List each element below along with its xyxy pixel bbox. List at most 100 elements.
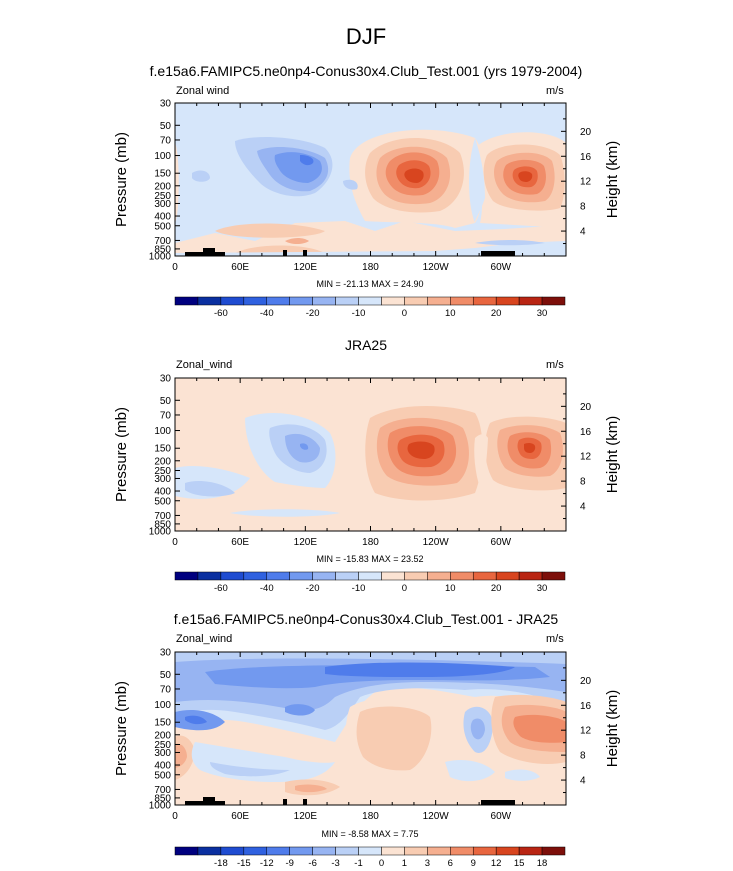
colorbar-swatch: [289, 571, 313, 581]
colorbar-label: -60: [214, 583, 228, 594]
panel-3-field-label: Zonal_wind: [176, 633, 232, 645]
colorbar-label: 15: [514, 858, 525, 869]
y-tick-label: 1000: [149, 527, 172, 538]
height-tick-label: 20: [580, 676, 592, 687]
colorbar-label: -10: [352, 308, 366, 319]
colorbar-label: -20: [306, 583, 320, 594]
colorbar-swatch: [289, 296, 313, 306]
panel-3-colorbar: -18 -15 -12 -9 -6 -3 -1 0 1 3 6 9 12 15 18: [174, 846, 566, 869]
x-tick-label: 60W: [491, 537, 512, 548]
colorbar-label: -12: [260, 858, 274, 869]
colorbar-swatch: [220, 571, 245, 581]
y-tick-label: 30: [160, 374, 172, 385]
y-axis-title-right: Height (km): [604, 141, 621, 219]
colorbar-swatch: [404, 571, 428, 581]
colorbar-label: -18: [214, 858, 228, 869]
y-tick-label: 400: [154, 761, 171, 772]
colorbar-label: -9: [285, 858, 293, 869]
panel-2-units: m/s: [546, 359, 564, 371]
panel-3-units: m/s: [546, 633, 564, 645]
y-tick-label: 150: [154, 718, 171, 729]
y-tick-label: 50: [160, 670, 172, 681]
x-tick-label: 120E: [294, 811, 318, 822]
y-tick-label: 700: [154, 236, 171, 247]
colorbar-label: -60: [214, 308, 228, 319]
colorbar-swatch: [472, 571, 497, 581]
height-tick-label: 16: [580, 152, 592, 163]
colorbar-swatch: [518, 296, 543, 306]
colorbar-swatch: [174, 296, 199, 306]
x-tick-label: 0: [172, 537, 178, 548]
colorbar-swatch: [312, 571, 336, 581]
y-tick-label: 200: [154, 456, 171, 467]
figure-title: DJF: [346, 24, 386, 49]
colorbar-swatch: [404, 846, 428, 856]
colorbar-label: 10: [445, 308, 456, 319]
colorbar-swatch: [472, 296, 497, 306]
colorbar-swatch: [335, 296, 359, 306]
colorbar-swatch: [358, 296, 382, 306]
x-tick-label: 60W: [491, 811, 512, 822]
y-tick-label: 50: [160, 121, 172, 132]
y-tick-label: 200: [154, 730, 171, 741]
y-tick-label: 30: [160, 99, 172, 110]
height-tick-label: 8: [580, 751, 586, 762]
x-tick-label: 60E: [231, 537, 249, 548]
colorbar-label: -40: [260, 583, 274, 594]
colorbar-label: 0: [379, 858, 384, 869]
x-tick-label: 180: [362, 537, 379, 548]
y-tick-label: 850: [154, 519, 171, 530]
y-tick-label: 100: [154, 700, 171, 711]
colorbar-label: 30: [537, 583, 548, 594]
panel-1-field-label: Zonal wind: [176, 85, 229, 97]
colorbar-swatch: [266, 296, 290, 306]
colorbar-swatch: [220, 846, 245, 856]
colorbar-label: 20: [491, 583, 502, 594]
y-tick-label: 400: [154, 212, 171, 223]
y-axis-title: Pressure (mb): [113, 132, 130, 227]
colorbar-swatch: [381, 846, 405, 856]
y-axis-title: Pressure (mb): [113, 681, 130, 776]
colorbar-label: -6: [308, 858, 316, 869]
colorbar-label: -3: [331, 858, 339, 869]
colorbar-label: 12: [491, 858, 502, 869]
panel-2-title: JRA25: [345, 337, 387, 353]
colorbar-swatch: [404, 296, 428, 306]
y-tick-label: 850: [154, 244, 171, 255]
colorbar-swatch: [312, 846, 336, 856]
x-tick-label: 0: [172, 262, 178, 273]
panel-2-field-label: Zonal_wind: [176, 359, 232, 371]
colorbar-label: -40: [260, 308, 274, 319]
panel-2-plot: [175, 378, 566, 531]
y-axis-title-right: Height (km): [604, 690, 621, 768]
panel-2-min-max: MIN = -15.83 MAX = 23.52: [316, 554, 423, 564]
y-tick-label: 500: [154, 221, 171, 232]
colorbar-label: 3: [425, 858, 430, 869]
colorbar-swatch: [243, 296, 268, 306]
y-tick-label: 400: [154, 487, 171, 498]
height-tick-label: 20: [580, 402, 592, 413]
colorbar-label: 0: [402, 583, 407, 594]
colorbar-swatch: [541, 571, 566, 581]
x-tick-label: 0: [172, 811, 178, 822]
colorbar-swatch: [266, 846, 290, 856]
x-tick-label: 60E: [231, 811, 249, 822]
colorbar-label: 10: [445, 583, 456, 594]
colorbar-label: 0: [402, 308, 407, 319]
panel-3-plot: [175, 652, 566, 805]
y-tick-label: 70: [160, 410, 172, 421]
colorbar-swatch: [358, 571, 382, 581]
colorbar-swatch: [495, 846, 520, 856]
height-tick-label: 16: [580, 701, 592, 712]
height-tick-label: 8: [580, 202, 586, 213]
y-tick-label: 50: [160, 396, 172, 407]
colorbar-swatch: [243, 846, 268, 856]
panel-2-colorbar: -60 -40 -20 -10 0 10 20 30: [174, 571, 566, 594]
y-tick-label: 500: [154, 770, 171, 781]
colorbar-swatch: [381, 571, 405, 581]
colorbar-swatch: [495, 571, 520, 581]
